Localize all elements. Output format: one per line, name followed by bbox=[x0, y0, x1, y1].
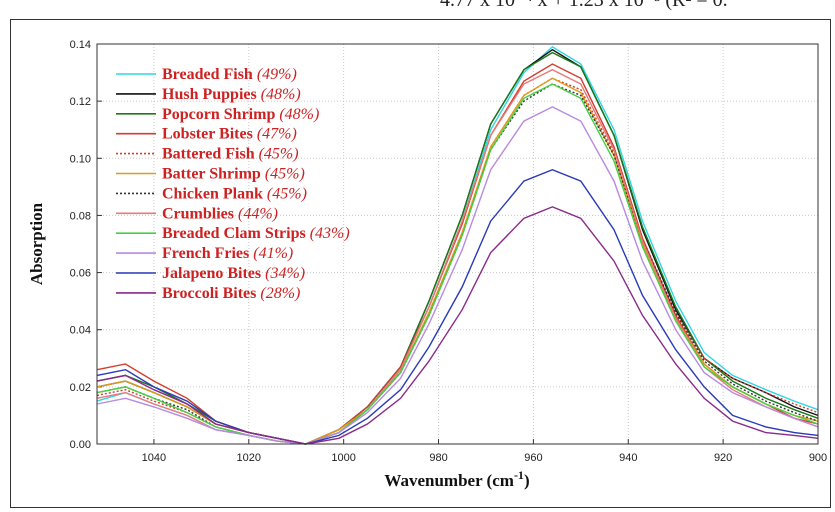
x-tick-label: 900 bbox=[809, 452, 827, 464]
y-axis-ticks: 0.00 0.02 0.04 0.06 0.08 0.10 0.12 0.14 bbox=[70, 39, 102, 451]
y-tick-label: 0.04 bbox=[70, 325, 91, 337]
legend-series-name: Lobster Bites bbox=[162, 126, 257, 143]
legend-series-percent: (49%) bbox=[257, 66, 297, 83]
x-axis-title-superscript: -1 bbox=[514, 468, 524, 482]
absorption-spectrum-chart: 0.00 0.02 0.04 0.06 0.08 0.10 0.12 0.14 1040 102… bbox=[27, 39, 827, 490]
legend-series-name: French Fries bbox=[162, 245, 253, 262]
legend-entry: Breaded Fish (49%) bbox=[162, 66, 297, 83]
legend-series-percent: (48%) bbox=[261, 86, 301, 103]
legend-series-name: Breaded Clam Strips bbox=[162, 225, 310, 242]
y-tick-label: 0.00 bbox=[70, 439, 91, 451]
legend-entry: Jalapeno Bites (34%) bbox=[162, 265, 305, 282]
x-axis-title-main: Wavenumber (cm bbox=[384, 471, 514, 490]
legend-entry: Breaded Clam Strips (43%) bbox=[162, 225, 350, 242]
legend-entry: French Fries (41%) bbox=[162, 245, 293, 262]
y-tick-label: 0.08 bbox=[70, 210, 91, 222]
y-tick-label: 0.14 bbox=[70, 39, 91, 51]
legend-series-percent: (45%) bbox=[265, 166, 305, 183]
plot-area-border bbox=[96, 43, 819, 445]
x-tick-label: 940 bbox=[619, 452, 637, 464]
legend-series-name: Hush Puppies bbox=[162, 86, 261, 103]
x-tick-label: 920 bbox=[714, 452, 732, 464]
series-line bbox=[96, 168, 819, 445]
equation-fragment: 4.77 x 10⁻⁴ x + 1.23 x 10⁻³ (R² = 0. bbox=[440, 0, 728, 11]
series-line bbox=[96, 106, 819, 445]
legend-series-percent: (34%) bbox=[265, 265, 305, 282]
x-axis-title-close: ) bbox=[524, 471, 530, 490]
legend-series-percent: (44%) bbox=[238, 205, 278, 222]
legend-series-percent: (47%) bbox=[257, 126, 297, 143]
x-tick-label: 1040 bbox=[142, 452, 166, 464]
legend-series-name: Chicken Plank bbox=[162, 185, 267, 202]
legend-entry: Crumblies (44%) bbox=[162, 205, 278, 222]
x-axis-ticks: 1040 1020 1000 980 960 940 920 900 bbox=[142, 439, 827, 464]
legend-series-name: Broccoli Bites bbox=[162, 285, 260, 302]
legend-series-name: Batter Shrimp bbox=[162, 166, 265, 183]
series-line bbox=[96, 83, 819, 445]
legend-series-name: Popcorn Shrimp bbox=[162, 106, 279, 123]
y-tick-label: 0.06 bbox=[70, 268, 91, 280]
legend-series-percent: (41%) bbox=[253, 245, 293, 262]
legend-entry: Lobster Bites (47%) bbox=[162, 126, 297, 143]
x-tick-label: 960 bbox=[524, 452, 542, 464]
x-tick-label: 1020 bbox=[237, 452, 261, 464]
chart-frame: 0.00 0.02 0.04 0.06 0.08 0.10 0.12 0.14 1040 102… bbox=[10, 19, 831, 508]
legend-series-percent: (28%) bbox=[260, 285, 300, 302]
y-tick-label: 0.12 bbox=[70, 96, 91, 108]
legend-series-percent: (45%) bbox=[259, 146, 299, 163]
legend-entry: Batter Shrimp (45%) bbox=[162, 166, 305, 183]
legend-series-percent: (43%) bbox=[310, 225, 350, 242]
legend-entry: Popcorn Shrimp (48%) bbox=[162, 106, 319, 123]
y-tick-label: 0.02 bbox=[70, 382, 91, 394]
legend-series-name: Jalapeno Bites bbox=[162, 265, 265, 282]
legend-series-percent: (45%) bbox=[267, 185, 307, 202]
y-tick-label: 0.10 bbox=[70, 153, 91, 165]
y-axis-title: Absorption bbox=[27, 202, 46, 285]
x-tick-label: 1000 bbox=[331, 452, 355, 464]
series-lines bbox=[96, 46, 819, 445]
legend-series-name: Crumblies bbox=[162, 205, 238, 222]
legend: Breaded Fish (49%)Hush Puppies (48%)Popc… bbox=[116, 66, 350, 302]
legend-series-name: Battered Fish bbox=[162, 146, 259, 163]
series-line bbox=[96, 206, 819, 445]
legend-entry: Chicken Plank (45%) bbox=[162, 185, 307, 202]
legend-series-percent: (48%) bbox=[279, 106, 319, 123]
legend-series-name: Breaded Fish bbox=[162, 66, 257, 83]
x-axis-title: Wavenumber (cm-1) bbox=[384, 468, 529, 490]
legend-entry: Broccoli Bites (28%) bbox=[162, 285, 300, 302]
legend-entry: Hush Puppies (48%) bbox=[162, 86, 301, 103]
x-tick-label: 980 bbox=[429, 452, 447, 464]
legend-entry: Battered Fish (45%) bbox=[162, 146, 299, 163]
